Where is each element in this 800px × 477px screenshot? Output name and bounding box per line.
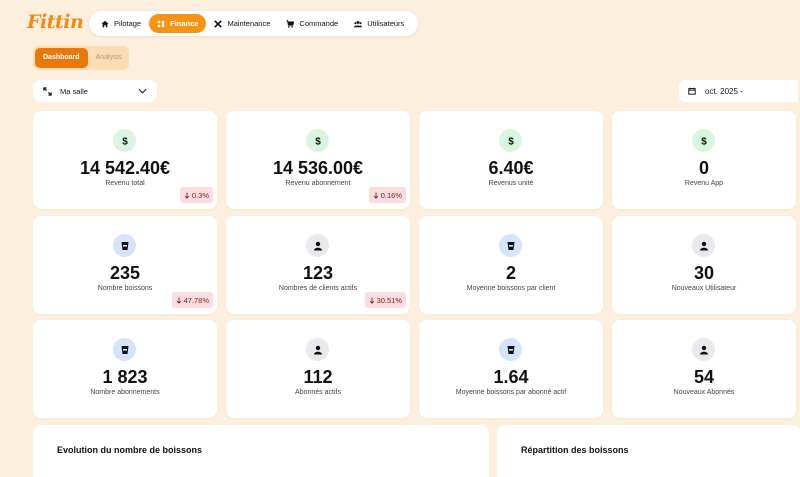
- nav-item-utilisateurs[interactable]: Utilisateurs: [346, 14, 412, 33]
- kpi-label: Nombres de clients actifs: [278, 285, 358, 292]
- nav-item-commande[interactable]: Commande: [278, 14, 346, 33]
- kpi-card: 112 Abonnés actifs: [226, 320, 410, 418]
- repartition-title: Répartition des boissons: [521, 445, 629, 455]
- user-icon: [692, 338, 715, 361]
- dollar-icon: $: [113, 129, 136, 152]
- kpi-value: 0: [698, 158, 709, 178]
- svg-text:$: $: [701, 136, 707, 145]
- kpi-value: 112: [303, 367, 333, 387]
- cup-icon: [113, 338, 136, 361]
- kpi-label: Revenu App: [684, 180, 724, 187]
- kpi-value: 14 542.40€: [79, 158, 171, 178]
- kpi-label: Moyenne boissons par client: [466, 285, 556, 292]
- kpi-value: 30: [693, 263, 715, 283]
- kpi-card: 235 Nombre boissons 47.78%: [33, 216, 217, 314]
- svg-text:$: $: [508, 136, 514, 145]
- trend-badge-value: 47.78%: [183, 295, 209, 305]
- cup-icon: [113, 234, 136, 257]
- salle-select-value: Ma salle: [60, 86, 88, 96]
- kpi-label: Nouveaux Abonnés: [673, 389, 735, 396]
- kpi-label: Nombre boissons: [97, 285, 153, 292]
- kpi-label: Abonnés actifs: [295, 389, 341, 396]
- kpi-label: Nouveaux Utilisateur: [671, 285, 737, 292]
- trend-badge: 0.3%: [179, 187, 213, 203]
- nav-item-maintenance[interactable]: Maintenance: [206, 14, 278, 33]
- kpi-card: 1 823 Nombre abonnements: [33, 320, 217, 418]
- dollar-icon: $: [499, 129, 522, 152]
- trend-badge: 0.16%: [368, 187, 406, 203]
- kpi-card: 2 Moyenne boissons par client: [419, 216, 603, 314]
- cart-icon: [286, 19, 295, 28]
- tools-icon: [214, 19, 223, 28]
- evolution-title: Evolution du nombre de boissons: [57, 445, 203, 455]
- nav-label: Pilotage: [114, 19, 142, 28]
- kpi-value: 6.40€: [488, 158, 534, 178]
- trend-badge: 47.78%: [171, 292, 213, 308]
- view-tabs: Dashboard Analysis: [33, 46, 129, 70]
- svg-text:$: $: [122, 136, 128, 145]
- nav-item-pilotage[interactable]: Pilotage: [93, 14, 149, 33]
- arrow-down-icon: [373, 191, 378, 199]
- tab-analysis[interactable]: Analysis: [95, 54, 122, 61]
- dollar-icon: $: [692, 129, 715, 152]
- date-range-value: oct. 2025 -: [705, 86, 743, 96]
- arrow-down-icon: [184, 191, 190, 199]
- cup-icon: [499, 234, 522, 257]
- nav-label: Commande: [299, 19, 339, 28]
- kpi-label: Revenus unité: [488, 180, 534, 187]
- kpi-label: Revenu total: [105, 180, 145, 187]
- tab-dashboard[interactable]: Dashboard: [35, 48, 88, 68]
- kpi-value: 2: [505, 263, 516, 283]
- kpi-value: 54: [693, 367, 715, 387]
- users-icon: [354, 20, 363, 27]
- kpi-label: Nombre abonnements: [90, 389, 160, 396]
- kpi-value: 123: [302, 263, 334, 283]
- nav-label: Maintenance: [227, 19, 271, 28]
- trend-badge: 30.51%: [364, 292, 406, 308]
- main-nav: Pilotage Finance Maintenance Commande Ut…: [89, 11, 418, 36]
- app-logo[interactable]: Fittin: [27, 11, 84, 33]
- kpi-label: Moyenne boissons par abonné actif: [455, 389, 567, 396]
- repartition-panel: Répartition des boissons: [497, 425, 800, 477]
- kpi-card: $14 542.40€ Revenu total 0.3%: [33, 111, 217, 209]
- trend-badge-value: 0.3%: [191, 190, 209, 200]
- kpi-value: 235: [109, 263, 141, 283]
- kpi-label: Revenu abonnement: [285, 180, 351, 187]
- date-range-picker[interactable]: oct. 2025 -: [679, 80, 798, 102]
- arrow-down-icon: [369, 296, 374, 304]
- kpi-card: $6.40€ Revenus unité: [419, 111, 603, 209]
- nav-item-finance[interactable]: Finance: [149, 14, 207, 33]
- home-icon: [101, 20, 109, 27]
- kpi-value: 1.64: [493, 367, 529, 387]
- kpi-value: 14 536.00€: [272, 158, 364, 178]
- nav-label: Finance: [170, 19, 199, 28]
- kpi-card: 1.64 Moyenne boissons par abonné actif: [419, 320, 603, 418]
- dollar-icon: $: [306, 129, 329, 152]
- kpi-card: 123 Nombres de clients actifs 30.51%: [226, 216, 410, 314]
- kpi-card: 30 Nouveaux Utilisateur: [612, 216, 796, 314]
- kpi-value: 1 823: [102, 367, 148, 387]
- user-icon: [306, 338, 329, 361]
- expand-arrows-icon: [43, 86, 52, 96]
- user-icon: [692, 234, 715, 257]
- finance-icon: [157, 20, 165, 27]
- chevron-down-icon: [138, 88, 147, 94]
- trend-badge-value: 0.16%: [380, 190, 402, 200]
- evolution-panel: Evolution du nombre de boissons: [33, 425, 489, 477]
- kpi-card: $14 536.00€ Revenu abonnement 0.16%: [226, 111, 410, 209]
- kpi-card: 54 Nouveaux Abonnés: [612, 320, 796, 418]
- user-icon: [306, 234, 329, 257]
- trend-badge-value: 30.51%: [376, 295, 402, 305]
- cup-icon: [499, 338, 522, 361]
- svg-text:$: $: [315, 136, 321, 145]
- calendar-icon: [688, 87, 696, 95]
- arrow-down-icon: [176, 296, 181, 304]
- salle-select[interactable]: Ma salle: [33, 80, 157, 102]
- nav-label: Utilisateurs: [367, 19, 405, 28]
- kpi-card: $0 Revenu App: [612, 111, 796, 209]
